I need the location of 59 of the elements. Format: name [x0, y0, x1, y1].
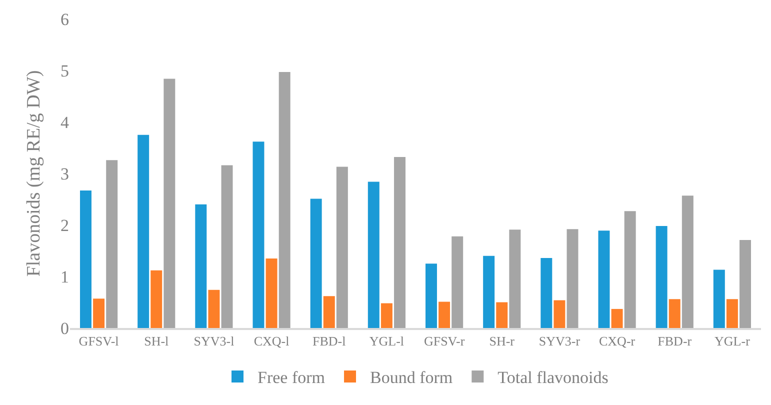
y-axis-title: Flavonoids (mg RE/g DW) [23, 70, 44, 277]
bar [80, 190, 92, 328]
x-tick-label: CXQ-l [254, 334, 290, 349]
bar [106, 160, 118, 328]
bar [740, 240, 751, 328]
bar [195, 204, 207, 328]
bar [336, 166, 348, 328]
bar [164, 78, 176, 328]
bar [380, 303, 392, 328]
y-tick-label: 3 [60, 164, 69, 184]
bar [310, 198, 322, 328]
x-tick-label: SYV3-l [194, 334, 235, 349]
y-tick-label: 0 [60, 318, 69, 338]
bar [509, 230, 521, 328]
y-tick-label: 4 [60, 112, 70, 132]
bar [624, 211, 636, 328]
bar [682, 196, 694, 328]
bar [93, 298, 105, 328]
legend-label: Free form [258, 368, 326, 388]
x-tick-label: FBD-r [658, 334, 692, 349]
bar [496, 302, 508, 328]
bar [426, 264, 437, 328]
bar [713, 270, 725, 328]
y-tick-label: 2 [60, 216, 69, 235]
bar [221, 165, 233, 328]
bar [438, 302, 450, 328]
bar [611, 308, 623, 328]
y-tick-label: 5 [60, 61, 69, 80]
bar [323, 296, 335, 328]
bar [150, 270, 162, 328]
bar [598, 230, 610, 328]
legend-label: Bound form [370, 368, 453, 388]
bar [540, 258, 552, 328]
x-tick-label: GFSV-l [78, 334, 120, 349]
x-tick-label: GFSV-r [424, 334, 466, 349]
y-tick-label: 6 [60, 10, 69, 29]
bar [726, 299, 738, 328]
y-tick-label: 1 [60, 267, 69, 286]
x-tick-label: SH-l [144, 334, 170, 349]
bar [656, 226, 668, 328]
bar [668, 299, 680, 328]
x-tick-label: FBD-l [312, 334, 346, 349]
bar [483, 256, 495, 328]
bar [452, 236, 464, 328]
bar [368, 182, 380, 328]
bar [278, 72, 290, 328]
x-tick-label: CXQ-r [598, 334, 636, 349]
x-tick-label: YGL-r [714, 334, 751, 349]
legend-label: Total flavonoids [498, 368, 608, 388]
bar [566, 229, 578, 328]
bar [252, 142, 264, 328]
bar [266, 258, 278, 328]
bar [554, 300, 566, 328]
bar [138, 134, 150, 328]
x-tick-label: SH-r [489, 334, 516, 349]
bar [208, 290, 220, 328]
x-tick-label: SYV3-r [538, 334, 581, 349]
x-tick-label: YGL-l [369, 334, 404, 349]
bar [394, 157, 406, 328]
